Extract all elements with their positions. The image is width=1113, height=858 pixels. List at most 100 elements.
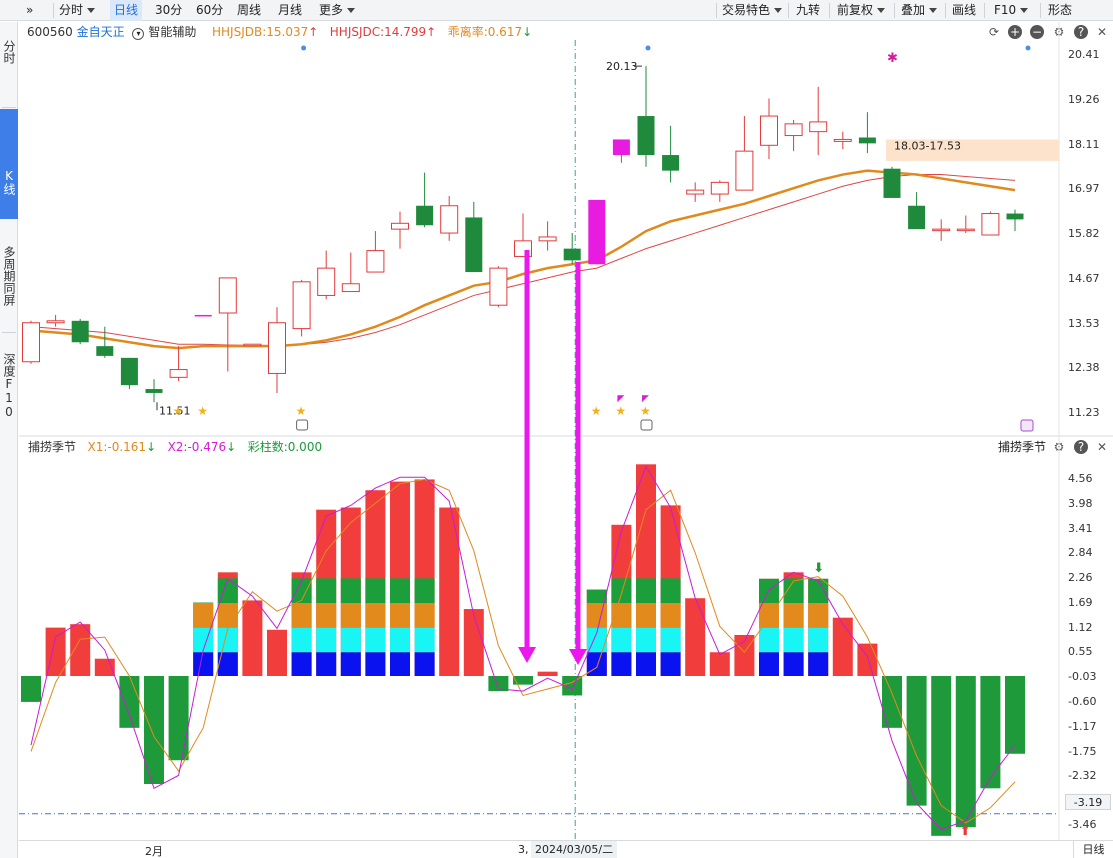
sidebar-divider xyxy=(2,332,16,333)
help-icon[interactable]: ? xyxy=(1074,25,1088,39)
close-icon[interactable]: ✕ xyxy=(1096,440,1108,454)
event-dot xyxy=(301,45,307,51)
indicator-layer xyxy=(365,652,386,676)
sub-tick-label: 2.26 xyxy=(1068,571,1093,585)
sidebar-item-f10[interactable]: 深度F10 xyxy=(2,353,16,419)
candle-body xyxy=(465,217,483,273)
tab-30min-label: 30分 xyxy=(155,3,183,17)
gear-icon[interactable]: ⚙ xyxy=(1053,440,1065,454)
indicator-bar xyxy=(463,609,484,676)
indicator-layer xyxy=(340,652,361,676)
toolbar-divider xyxy=(53,3,54,18)
assist-toggle-icon[interactable]: ▾ xyxy=(132,28,145,40)
help-icon[interactable]: ? xyxy=(1074,440,1088,454)
candle-body xyxy=(169,369,188,378)
menu-draw[interactable]: 画线 xyxy=(948,0,980,21)
low-price-label: 11.51 xyxy=(159,404,191,417)
menu-adjust[interactable]: 前复权 xyxy=(833,0,889,21)
sub-tick-label: 4.56 xyxy=(1068,472,1093,485)
chevron-down-icon xyxy=(774,8,783,13)
toolbar-divider xyxy=(894,3,895,18)
indicator-bar xyxy=(21,676,41,702)
toolbar-divider xyxy=(1040,3,1041,18)
tab-more[interactable]: 更多 xyxy=(315,0,359,21)
candle-body xyxy=(858,137,876,144)
period-label: 日线 xyxy=(1073,841,1113,858)
indicator-layer xyxy=(390,602,410,628)
tab-30min[interactable]: 30分 xyxy=(151,0,186,21)
menu-trade-features[interactable]: 交易特色 xyxy=(718,0,786,21)
alert-star-icon: ✱ xyxy=(887,51,898,66)
indicator-bar xyxy=(931,676,952,836)
chevron-down-icon xyxy=(1020,8,1029,13)
gear-icon[interactable]: ⚙ xyxy=(1053,25,1065,39)
toolbar-divider xyxy=(829,3,830,18)
annotation-arrowhead xyxy=(518,647,536,663)
zoom-in-icon[interactable]: + xyxy=(1008,25,1022,39)
candle-body xyxy=(883,168,901,198)
indicator-layer xyxy=(808,602,829,628)
price-tick-label: 16.97 xyxy=(1068,182,1100,196)
high-price-label: 20.13 xyxy=(606,60,638,73)
assist-label[interactable]: 智能辅助 xyxy=(148,25,197,39)
sub-tick-label: 1.12 xyxy=(1068,620,1093,634)
sidebar-item-multi-period[interactable]: 多周期同屏 xyxy=(2,246,16,306)
indicator-layer xyxy=(390,578,410,603)
indicator-bar xyxy=(168,676,189,761)
sub-indicator-right-title[interactable]: 捕捞季节 xyxy=(998,440,1047,454)
sub-indicator-bars: 彩柱数:0.000 xyxy=(247,440,323,454)
arrow-down-icon: ↓ xyxy=(146,440,157,454)
indicator-bar xyxy=(808,578,829,676)
signal-star-icon: ★ xyxy=(296,404,307,418)
indicator-layer xyxy=(193,602,214,628)
event-dot xyxy=(645,45,651,51)
indicator-deviation: 乖离率:0.617 xyxy=(447,25,523,39)
indicator-layer xyxy=(365,627,386,653)
sub-tick-label: -0.60 xyxy=(1068,694,1097,708)
stock-name[interactable]: 金自天正 xyxy=(76,25,125,39)
signal-star-icon: ★ xyxy=(173,404,184,418)
sub-indicator-x1: X1:-0.161 xyxy=(87,440,147,454)
sidebar-item-kline[interactable]: K线 xyxy=(0,109,18,219)
tab-60min[interactable]: 60分 xyxy=(192,0,227,21)
candle-body xyxy=(833,138,852,142)
menu-f10[interactable]: F10 xyxy=(990,0,1032,21)
indicator-bar xyxy=(267,629,287,676)
sub-tick-label: -0.03 xyxy=(1068,670,1097,684)
tab-fenshi[interactable]: 分时 xyxy=(55,0,99,21)
indicator-layer xyxy=(340,602,361,628)
indicator-bar xyxy=(586,589,607,676)
candle-body xyxy=(416,205,434,226)
close-icon[interactable]: ✕ xyxy=(1096,25,1108,39)
indicator-bar xyxy=(94,658,115,676)
indicator-bar xyxy=(70,624,91,676)
sell-arrow-icon: ⬇ xyxy=(813,561,824,576)
menu-overlay[interactable]: 叠加 xyxy=(897,0,941,21)
indicator-bar xyxy=(217,572,238,676)
menu-nine-turn[interactable]: 九转 xyxy=(792,0,824,21)
sub-tick-label: -2.32 xyxy=(1068,769,1097,783)
menu-pattern[interactable]: 形态 xyxy=(1044,0,1076,21)
sidebar-item-fenshi[interactable]: 分时 xyxy=(2,40,16,64)
tab-monthly[interactable]: 月线 xyxy=(274,0,306,21)
tab-60min-label: 60分 xyxy=(196,3,224,17)
indicator-layer xyxy=(611,602,632,628)
tab-daily[interactable]: 日线 xyxy=(110,0,143,21)
refresh-icon[interactable]: ⟳ xyxy=(988,25,1000,39)
sub-indicator-title[interactable]: 捕捞季节 xyxy=(28,440,77,454)
indicator-bar xyxy=(439,507,460,676)
indicator-bar xyxy=(144,676,164,784)
indicator-layer xyxy=(783,627,804,653)
tab-weekly[interactable]: 周线 xyxy=(233,0,265,21)
candle-body xyxy=(46,320,65,324)
sub-tick-label: 1.69 xyxy=(1068,595,1093,609)
indicator-bar xyxy=(242,600,263,676)
menu-draw-label: 画线 xyxy=(952,3,977,17)
zoom-out-icon[interactable]: − xyxy=(1030,25,1044,39)
menu-nine-turn-label: 九转 xyxy=(796,3,821,17)
candle-body xyxy=(710,181,729,195)
indicator-layer xyxy=(316,578,337,603)
candle-body xyxy=(760,115,778,146)
arrow-down-icon: ↓ xyxy=(522,25,533,39)
collapse-icon[interactable]: » xyxy=(26,3,34,17)
